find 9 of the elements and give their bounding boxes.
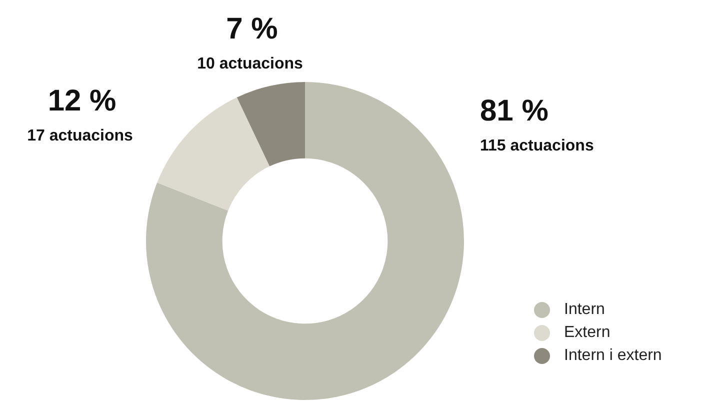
legend-label: Intern i extern <box>564 346 662 364</box>
text: 12 % <box>48 84 116 118</box>
data-label: 115 actuacions <box>480 137 594 154</box>
text: 7 % <box>226 12 278 46</box>
legend-label: Intern <box>564 300 605 318</box>
legend-label: Extern <box>564 324 610 342</box>
data-label: 17 actuacions <box>27 127 134 144</box>
data-label: 10 actuacions <box>197 55 304 72</box>
text: 81 % <box>480 94 548 128</box>
